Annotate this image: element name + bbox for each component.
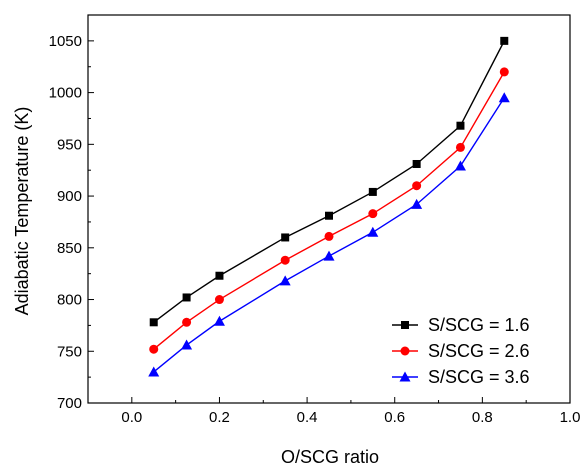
data-point-series-1 — [500, 36, 509, 45]
data-point-series-3 — [498, 92, 510, 103]
data-point-series-2 — [455, 142, 465, 152]
legend-marker-1 — [401, 321, 409, 329]
plot-frame — [87, 14, 571, 404]
x-tick-label: 0.6 — [384, 409, 405, 426]
legend-marker-2 — [400, 346, 410, 356]
data-point-series-2 — [368, 209, 378, 219]
series-line-1 — [153, 40, 505, 323]
data-point-series-1 — [456, 121, 465, 130]
data-point-series-2 — [214, 295, 224, 305]
legend-label-3: S/SCG = 3.6 — [428, 367, 530, 387]
data-point-series-3 — [213, 315, 225, 326]
legend: S/SCG = 1.6 S/SCG = 2.6 S/SCG = 3.6 — [392, 315, 530, 387]
x-tick-label: 0.4 — [297, 409, 318, 426]
y-tick-label: 750 — [57, 343, 82, 360]
series-line-2 — [153, 71, 505, 350]
data-point-series-2 — [182, 317, 192, 327]
data-point-series-1 — [368, 187, 377, 196]
legend-label-1: S/SCG = 1.6 — [428, 315, 530, 335]
data-point-series-1 — [215, 271, 224, 280]
legend-marker-3 — [399, 371, 411, 382]
data-point-series-1 — [182, 293, 191, 302]
y-tick-label: 1000 — [49, 85, 82, 102]
data-point-series-2 — [324, 231, 334, 241]
data-point-series-2 — [412, 181, 422, 191]
data-point-series-3 — [323, 250, 335, 261]
data-point-series-3 — [181, 339, 193, 350]
data-point-series-3 — [279, 275, 291, 286]
data-point-series-2 — [280, 255, 290, 265]
y-tick-label: 700 — [57, 395, 82, 412]
data-point-series-2 — [499, 67, 509, 77]
y-tick-label: 950 — [57, 136, 82, 153]
x-tick-label: 0.0 — [121, 409, 142, 426]
data-point-series-3 — [367, 226, 379, 237]
x-tick-label: 0.8 — [472, 409, 493, 426]
x-tick-label: 1.0 — [560, 409, 581, 426]
x-axis-title: O/SCG ratio — [281, 447, 379, 467]
y-tick-label: 800 — [57, 292, 82, 309]
data-point-series-3 — [454, 160, 466, 171]
y-tick-label: 850 — [57, 240, 82, 257]
plot-area: 0.0 0.2 0.4 0.6 0.8 1.0 700 750 800 850 900 950 1000… — [49, 14, 581, 426]
data-point-series-1 — [325, 211, 333, 220]
data-point-series-1 — [412, 159, 421, 168]
x-tick-label: 0.2 — [209, 409, 230, 426]
data-point-series-3 — [148, 366, 160, 377]
data-point-series-1 — [149, 318, 158, 327]
y-tick-label: 1050 — [49, 33, 82, 50]
legend-label-2: S/SCG = 2.6 — [428, 341, 530, 361]
y-tick-label: 900 — [57, 188, 82, 205]
data-point-series-2 — [149, 344, 159, 354]
y-axis-title: Adiabatic Temperature (K) — [12, 107, 32, 316]
data-point-series-3 — [411, 198, 423, 209]
data-point-series-1 — [281, 233, 290, 242]
